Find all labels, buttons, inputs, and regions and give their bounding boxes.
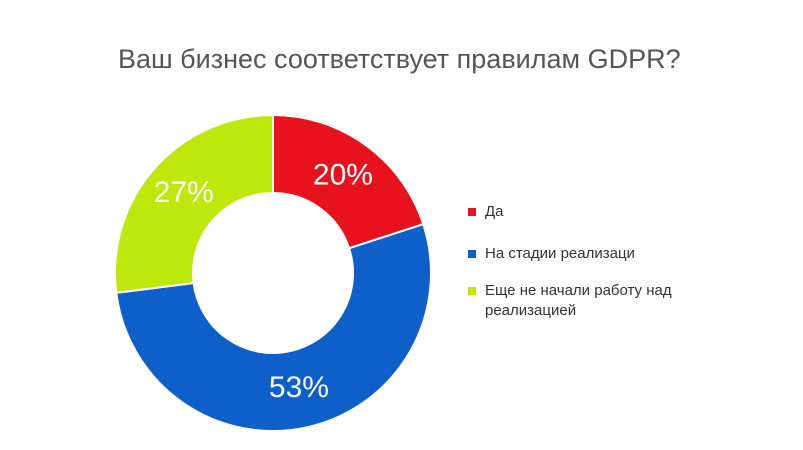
slice-label-yes: 20%	[313, 159, 373, 192]
chart-legend: Да На стадии реализаци Еще не начали раб…	[468, 202, 768, 343]
donut-slices	[114, 113, 432, 432]
legend-label-yes: Да	[485, 203, 504, 220]
donut-slice-yes	[272, 113, 425, 250]
slice-label-in-progress: 53%	[269, 371, 329, 404]
donut-slice-labels: 20% 53% 27%	[154, 159, 373, 404]
chart-title: Ваш бизнес соответствует правилам GDPR?	[118, 44, 681, 74]
legend-swatch-in-progress	[468, 250, 476, 258]
legend-label-in-progress: На стадии реализаци	[485, 245, 635, 262]
legend-label-not-started: Еще не начали работу над реализацией	[485, 282, 672, 319]
legend-item-in-progress: На стадии реализаци	[468, 244, 768, 264]
legend-swatch-yes	[468, 208, 476, 216]
donut-slice-not-started	[114, 113, 274, 294]
donut-slice-in-progress	[115, 222, 432, 432]
legend-item-yes: Да	[468, 202, 768, 222]
legend-item-not-started: Еще не начали работу над реализацией	[468, 281, 768, 321]
slice-label-not-started: 27%	[154, 176, 214, 209]
legend-swatch-not-started	[468, 287, 476, 295]
